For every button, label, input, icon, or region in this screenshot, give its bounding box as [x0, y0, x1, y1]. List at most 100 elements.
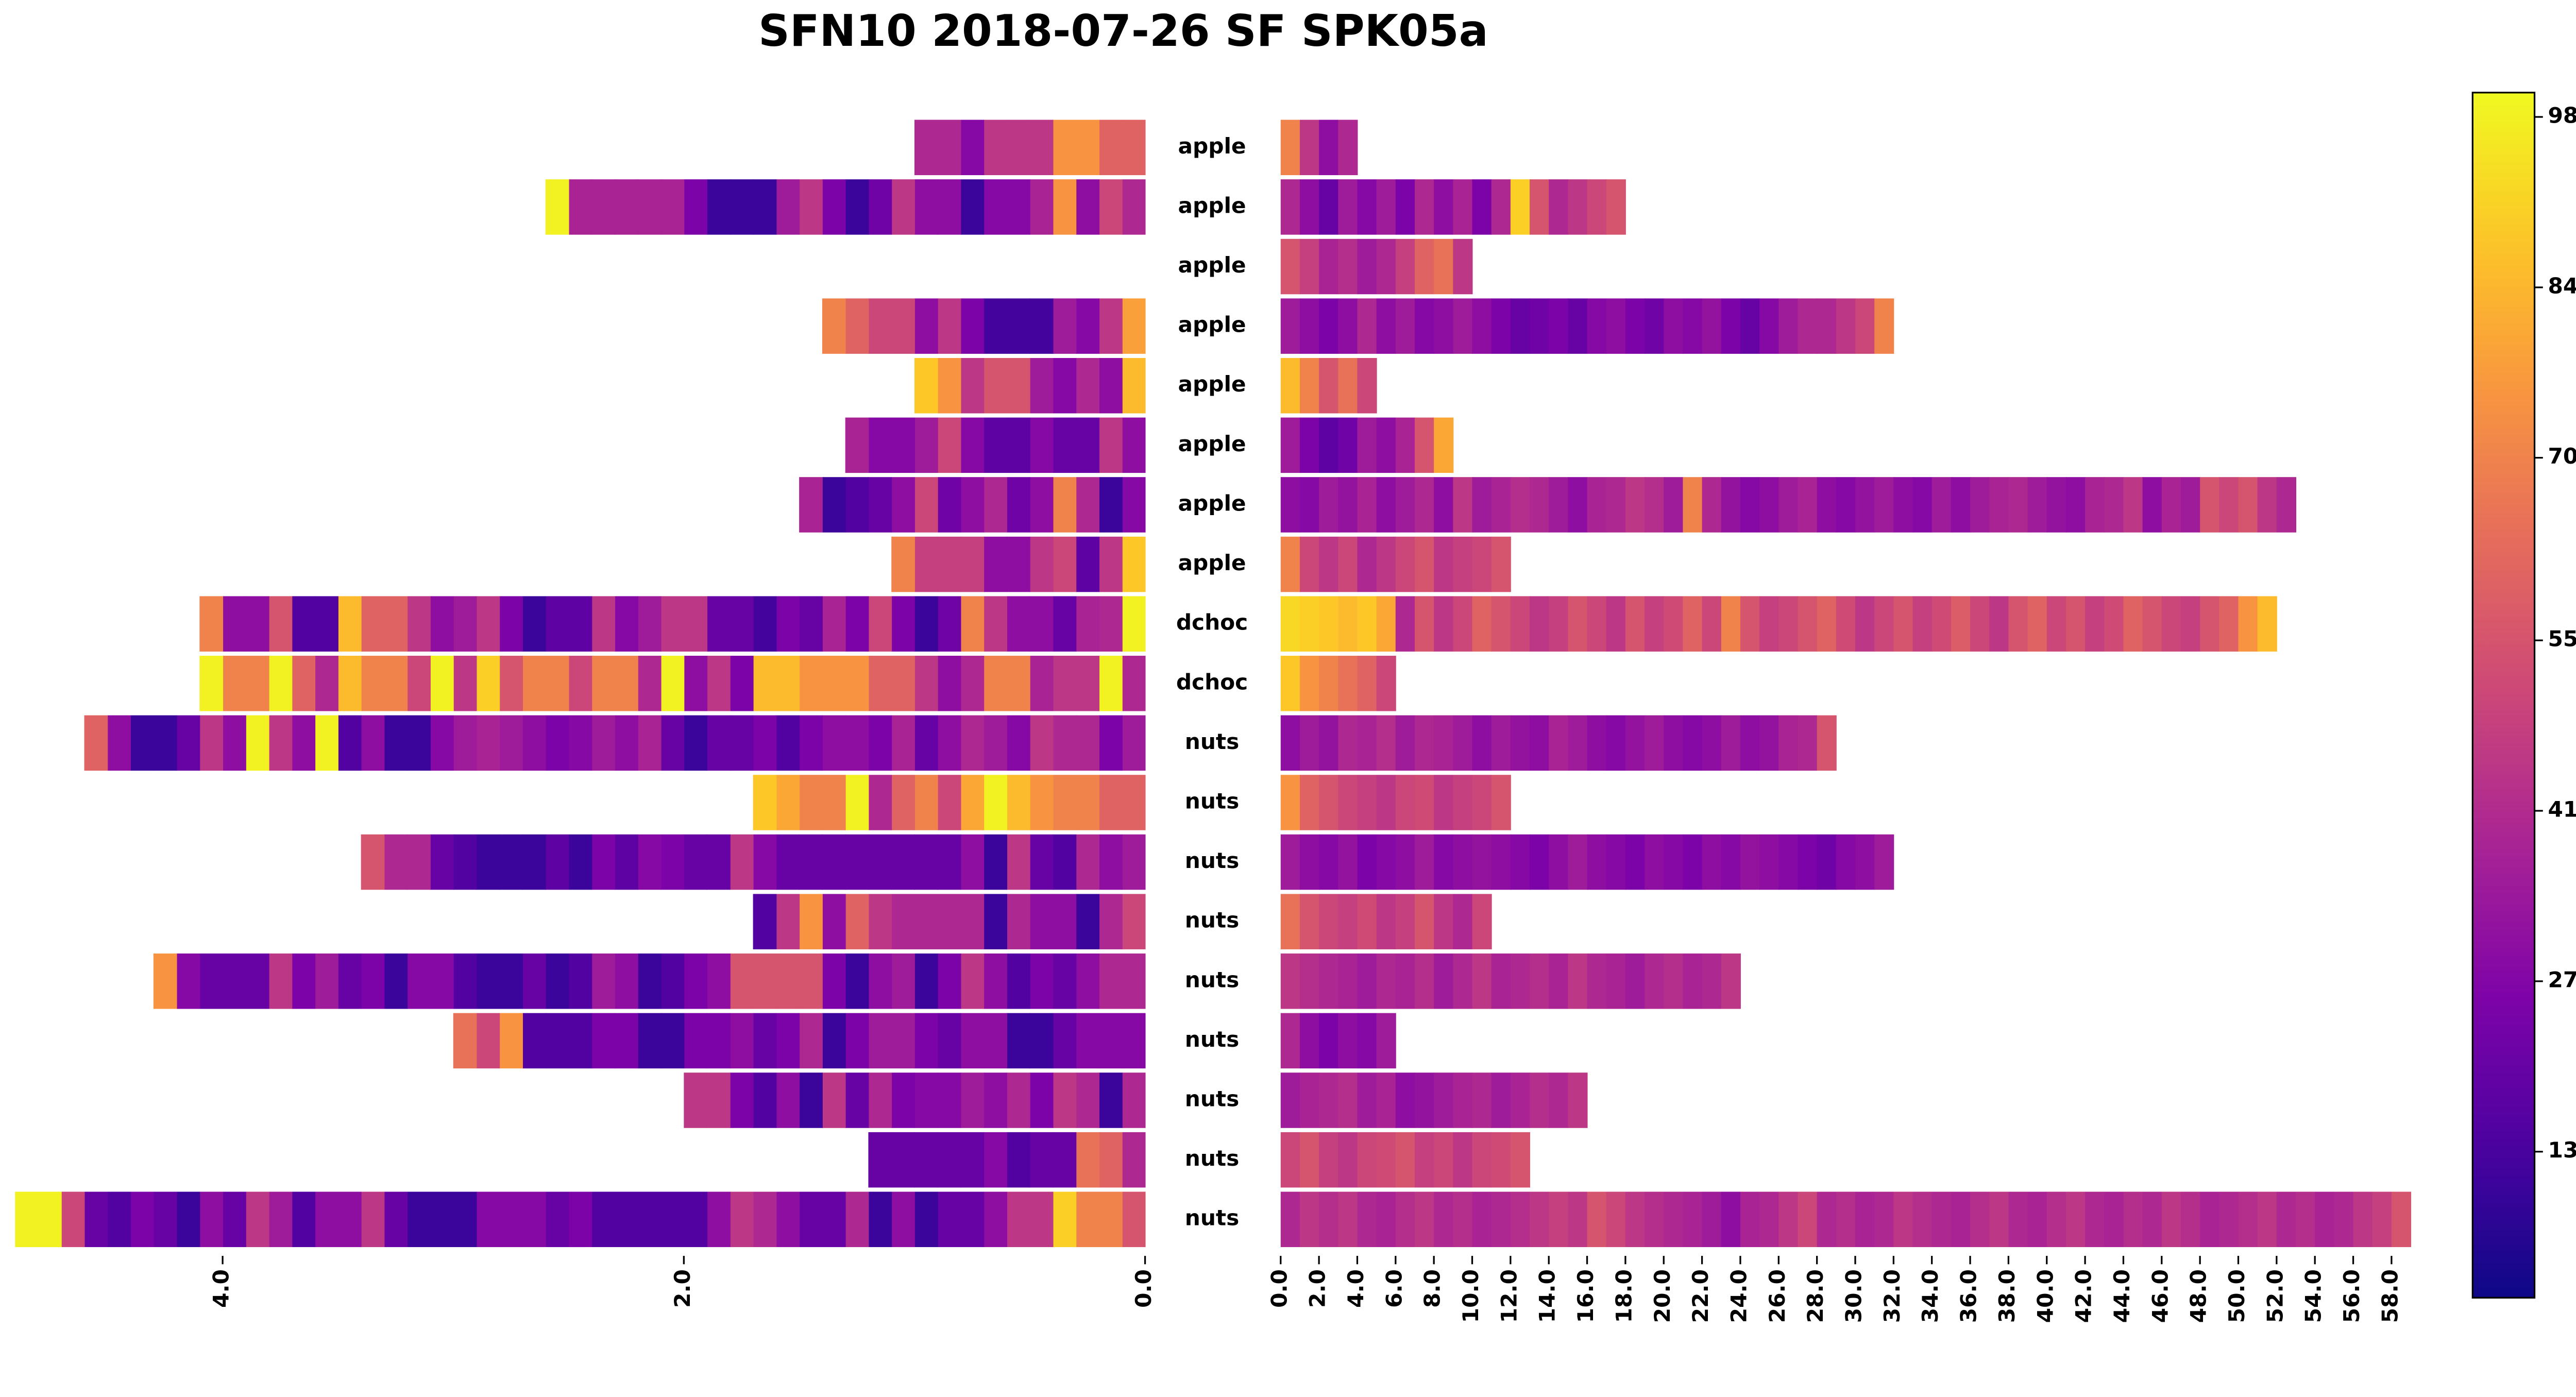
heat-cell: [1319, 656, 1339, 711]
heat-cell: [522, 1013, 546, 1069]
heat-cell: [753, 834, 777, 890]
heat-cell: [1549, 1191, 1569, 1247]
heat-cell: [868, 179, 892, 235]
heat-cell: [615, 953, 638, 1009]
heat-cell: [1798, 715, 1818, 771]
heat-cell: [1053, 1132, 1077, 1188]
heat-cell: [1510, 179, 1531, 235]
heat-cell: [2046, 477, 2066, 533]
heat-cell: [522, 715, 546, 771]
heat-cell: [1338, 238, 1358, 295]
heat-cell: [799, 775, 823, 830]
heat-cell: [2257, 596, 2277, 652]
heat-cell: [568, 715, 592, 771]
heat-cell: [1099, 596, 1123, 652]
heat-cell: [1099, 953, 1123, 1009]
heat-cell: [361, 715, 385, 771]
heat-cell: [61, 1191, 85, 1247]
heat-cell: [1029, 656, 1054, 711]
heat-cell: [1076, 953, 1100, 1009]
row-label: apple: [1178, 193, 1246, 218]
heat-cell: [1006, 1013, 1030, 1069]
heat-cell: [1357, 1013, 1377, 1069]
x-tick-label: 10.0: [1458, 1269, 1483, 1323]
heat-cell: [292, 596, 316, 652]
heat-cell: [1006, 656, 1030, 711]
heat-cell: [1053, 596, 1077, 652]
heat-cell: [337, 656, 362, 711]
heat-cell: [499, 1013, 523, 1069]
heat-cell: [1453, 536, 1473, 592]
heat-cell: [615, 834, 638, 890]
heat-cell: [1702, 477, 1722, 533]
heat-cell: [1319, 834, 1339, 890]
heat-cell: [1530, 1072, 1550, 1128]
heat-cell: [1053, 120, 1077, 176]
heat-cell: [1491, 775, 1511, 830]
heat-cell: [2065, 1191, 2086, 1247]
heat-cell: [984, 715, 1007, 771]
heat-cell: [1740, 715, 1760, 771]
heat-cell: [1874, 1191, 1894, 1247]
heat-cell: [1530, 179, 1550, 235]
heat-cell: [1395, 715, 1415, 771]
heat-cell: [960, 1072, 985, 1128]
heat-cell: [660, 179, 685, 235]
heat-cell: [1549, 298, 1569, 354]
heat-cell: [1053, 357, 1077, 414]
heat-cell: [361, 1191, 385, 1247]
heat-cell: [223, 1191, 246, 1247]
heat-cell: [268, 715, 293, 771]
heat-cell: [914, 536, 938, 592]
heat-cell: [2200, 477, 2220, 533]
heat-cell: [1357, 834, 1377, 890]
heat-cell: [1491, 536, 1511, 592]
heat-cell: [984, 179, 1007, 235]
heat-cell: [2085, 477, 2105, 533]
heat-cell: [868, 1013, 892, 1069]
heat-cell: [891, 656, 915, 711]
heat-cell: [960, 715, 985, 771]
heat-cell: [499, 715, 523, 771]
heat-cell: [1376, 179, 1396, 235]
heat-cell: [960, 536, 985, 592]
heat-cell: [1740, 1191, 1760, 1247]
heat-cell: [891, 596, 915, 652]
heat-cell: [2391, 1191, 2412, 1247]
heat-cell: [1625, 477, 1646, 533]
heat-cell: [637, 1013, 662, 1069]
heat-cell: [1817, 715, 1837, 771]
heat-cell: [545, 715, 569, 771]
heat-cell: [1606, 715, 1626, 771]
heat-cell: [1357, 894, 1377, 949]
heat-cell: [1721, 834, 1741, 890]
heat-cell: [2008, 1191, 2028, 1247]
colorbar-tick-label: 70%: [2548, 444, 2576, 469]
heat-cell: [1817, 298, 1837, 354]
heat-cell: [522, 953, 546, 1009]
heat-cell: [1299, 596, 1320, 652]
heat-cell: [1299, 953, 1320, 1009]
heat-cell: [1395, 1191, 1415, 1247]
heat-cell: [891, 417, 915, 473]
heat-cell: [1530, 953, 1550, 1009]
heat-cell: [199, 596, 224, 652]
heat-cell: [1319, 894, 1339, 949]
heat-cell: [1683, 715, 1703, 771]
heat-cell: [1029, 715, 1054, 771]
heat-cell: [1029, 417, 1054, 473]
heat-cell: [799, 477, 823, 533]
heat-cell: [476, 953, 500, 1009]
heat-cell: [1029, 1132, 1054, 1188]
heat-cell: [84, 1191, 108, 1247]
heat-cell: [1434, 536, 1454, 592]
heat-cell: [822, 834, 846, 890]
heat-cell: [753, 179, 777, 235]
heat-cell: [2219, 596, 2239, 652]
heat-cell: [1280, 298, 1300, 354]
heat-cell: [2315, 1191, 2335, 1247]
heat-cell: [1798, 1191, 1818, 1247]
heat-cell: [1931, 1191, 1952, 1247]
heat-cell: [1395, 596, 1415, 652]
heat-cell: [1664, 477, 1684, 533]
